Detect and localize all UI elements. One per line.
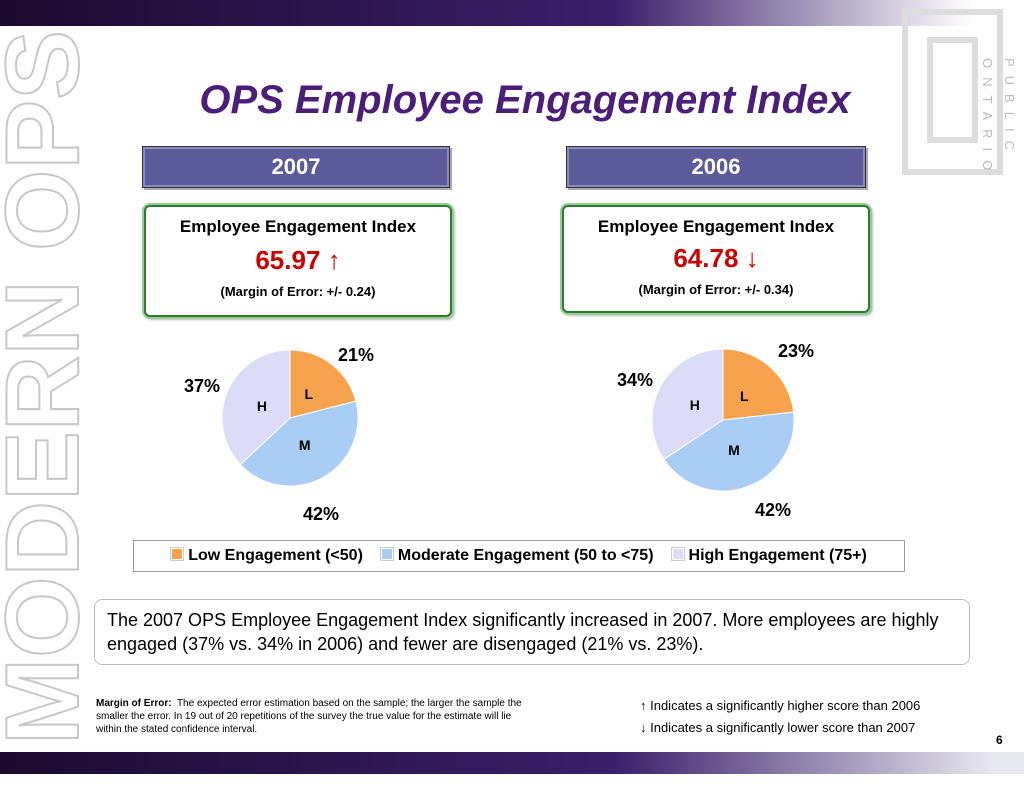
legend-swatch [379,547,394,561]
bottom-bar [0,752,1024,774]
legend-item: Moderate Engagement (50 to <75) [379,547,654,565]
legend-label: Low Engagement (<50) [188,547,363,564]
index-number: 65.97 [255,245,321,275]
footnote-text: The expected error estimation based on t… [96,698,522,735]
margin-of-error: (Margin of Error: +/- 0.34) [638,282,794,297]
legend-label: Moderate Engagement (50 to <75) [397,547,654,564]
index-value: 65.97 ↑ [146,245,450,276]
index-label: Employee Engagement Index [597,217,835,236]
legend-item: High Engagement (75+) [670,547,867,565]
index-label: Employee Engagement Index [179,217,417,236]
title: OPS Employee Engagement Index [199,78,851,122]
legend: Low Engagement (<50) Moderate Engagement … [133,540,905,572]
year-header: 2006 [566,146,866,188]
index-arrow: ↑ [327,245,341,275]
index-number: 64.78 [673,243,739,273]
year-header: 2007 [142,146,450,188]
logo-frame [902,9,1003,175]
side-text: MODERN OPS [0,30,101,745]
top-bar [0,0,1024,26]
arrow-note: ↑ Indicates a significantly higher score… [640,698,921,713]
index-box: Employee Engagement Index 64.78 ↓ (Margi… [562,205,870,313]
legend-swatch [670,547,685,561]
index-arrow: ↓ [745,243,759,273]
arrow-note: ↓ Indicates a significantly lower score … [640,720,916,735]
footnote-term: Margin of Error: [96,698,172,709]
index-box: Employee Engagement Index 65.97 ↑ (Margi… [144,205,452,317]
index-value: 64.78 ↓ [564,243,868,274]
margin-of-error: (Margin of Error: +/- 0.24) [220,284,376,299]
summary-box: The 2007 OPS Employee Engagement Index s… [94,599,970,665]
footnote: Margin of Error: The expected error esti… [96,697,536,736]
page-number: 6 [996,733,1003,747]
legend-label: High Engagement (75+) [688,547,867,564]
legend-swatch [170,547,185,561]
logo-text: ONTARIO [980,58,995,179]
logo-text: PUBLIC [1002,58,1017,159]
legend-item: Low Engagement (<50) [170,547,363,565]
logo-frame [927,37,978,143]
